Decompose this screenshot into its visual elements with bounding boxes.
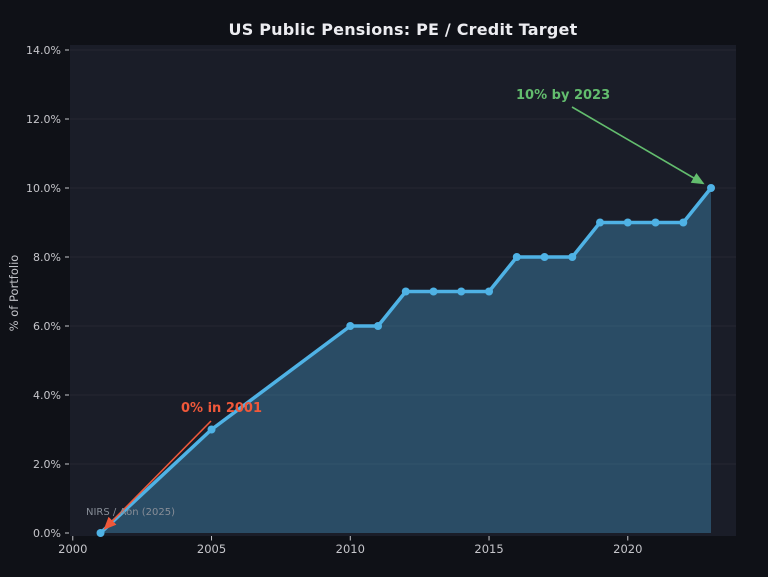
y-tick-label: 6.0%: [33, 320, 61, 333]
x-tick-label: 2005: [197, 542, 226, 556]
axis-ticks: 0.0% 2.0% 4.0% 6.0% 8.0% 10.0% 12.0% 14.0% 2000 2…: [26, 44, 642, 556]
area-fill: [100, 188, 711, 533]
annotation-0pct-2001: 0% in 2001: [181, 401, 263, 416]
trend-line: [98, 186, 713, 535]
y-tick-label: 2.0%: [33, 458, 61, 471]
x-tick-label: 2000: [58, 542, 87, 556]
data-points: [96, 184, 716, 537]
x-tick-label: 2020: [613, 542, 642, 556]
x-tick-label: 2015: [474, 542, 503, 556]
source-credit: NIRS / Aon (2025): [86, 507, 176, 518]
x-tick-label: 2010: [336, 542, 365, 556]
annotation-10pct-2023: 10% by 2023: [516, 88, 611, 103]
y-tick-label: 8.0%: [33, 251, 61, 264]
annotation-arrows: [103, 106, 705, 530]
y-tick-label: 14.0%: [26, 44, 61, 57]
y-tick-label: 10.0%: [26, 182, 61, 195]
gridlines: [70, 49, 736, 465]
y-axis-label: % of Portfolio: [7, 254, 21, 332]
y-tick-label: 0.0%: [33, 527, 61, 540]
y-tick-label: 4.0%: [33, 389, 61, 402]
chart-title: US Public Pensions: PE / Credit Target: [228, 20, 578, 39]
y-tick-label: 12.0%: [26, 113, 61, 126]
